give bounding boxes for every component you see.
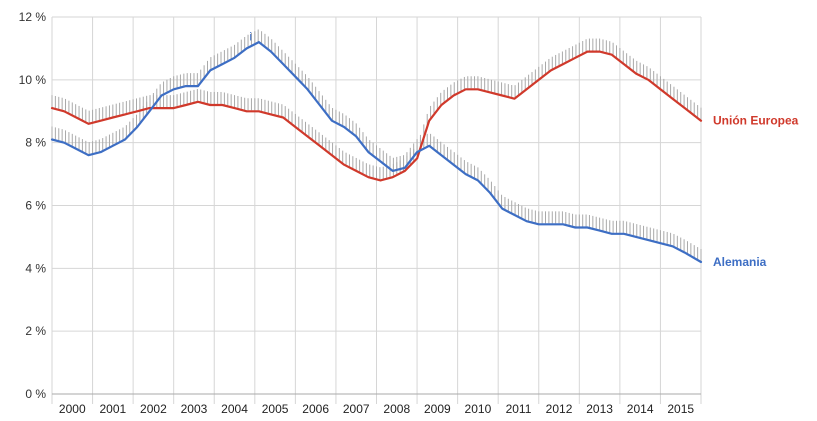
series-label: Unión Europea [713, 114, 799, 128]
x-tick-label: 2008 [383, 402, 410, 416]
x-tick-label: 2014 [627, 402, 654, 416]
y-tick-label: 10 % [19, 73, 47, 87]
series-labels: Unión Europea Alemania i [249, 29, 798, 269]
annotation-marker[interactable]: i [249, 29, 252, 43]
series-label: Alemania [713, 255, 767, 269]
x-tick-label: 2010 [465, 402, 492, 416]
y-tick-label: 8 % [25, 136, 46, 150]
series-shadow-hatching [51, 29, 702, 262]
y-axis-ticks: 0 % 2 % 4 % 6 % 8 % 10 % 12 % [19, 10, 47, 401]
x-axis-ticks: 2000 2001 2002 2003 2004 2005 2006 2007 2008 2009… [59, 402, 694, 416]
grid [51, 16, 702, 404]
x-tick-label: 2009 [424, 402, 451, 416]
x-tick-label: 2007 [343, 402, 370, 416]
y-tick-label: 2 % [25, 324, 46, 338]
x-tick-label: 2006 [302, 402, 329, 416]
x-tick-label: 2002 [140, 402, 167, 416]
x-tick-label: 2011 [506, 402, 532, 416]
x-tick-label: 2013 [586, 402, 613, 416]
x-tick-label: 2004 [221, 402, 248, 416]
x-tick-label: 2003 [181, 402, 208, 416]
y-tick-label: 0 % [25, 387, 46, 401]
series-line-0 [50, 50, 703, 182]
x-tick-label: 2001 [99, 402, 126, 416]
y-tick-label: 6 % [25, 199, 46, 213]
x-tick-label: 2000 [59, 402, 86, 416]
y-tick-label: 4 % [25, 261, 46, 275]
series-lines [50, 40, 703, 264]
x-tick-label: 2005 [262, 402, 289, 416]
series-line-1 [50, 40, 703, 264]
y-tick-label: 12 % [19, 10, 47, 24]
x-tick-label: 2015 [667, 402, 694, 416]
x-tick-label: 2012 [546, 402, 573, 416]
